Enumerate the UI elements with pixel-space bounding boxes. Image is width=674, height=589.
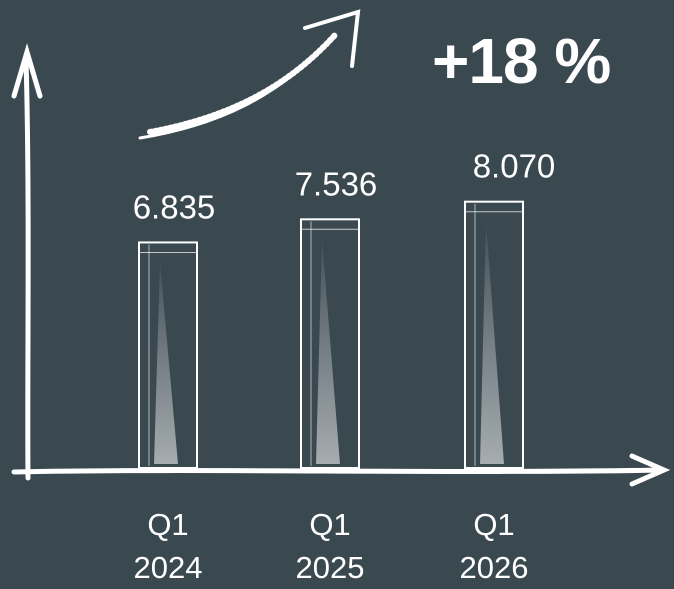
trend-arrow: [138, 9, 361, 140]
value-label: 7.536: [295, 165, 378, 202]
y-axis: [23, 57, 31, 481]
bar-shading: [316, 239, 340, 464]
growth-annotation: +18 %: [432, 25, 611, 97]
x-axis: [11, 467, 665, 475]
value-label: 8.070: [473, 148, 556, 185]
bar-shading: [154, 262, 178, 464]
axes: [11, 43, 671, 487]
x-tick-label: Q1 2025: [295, 507, 365, 585]
bar-shading: [480, 221, 504, 464]
bars: 6.835 7.536 8.070: [133, 148, 556, 469]
x-tick-label: Q1 2024: [133, 507, 203, 585]
x-tick-label: Q1 2026: [459, 507, 529, 585]
value-label: 6.835: [133, 188, 216, 225]
y-axis-arrow: [11, 43, 43, 99]
x-axis-arrow: [629, 453, 671, 487]
